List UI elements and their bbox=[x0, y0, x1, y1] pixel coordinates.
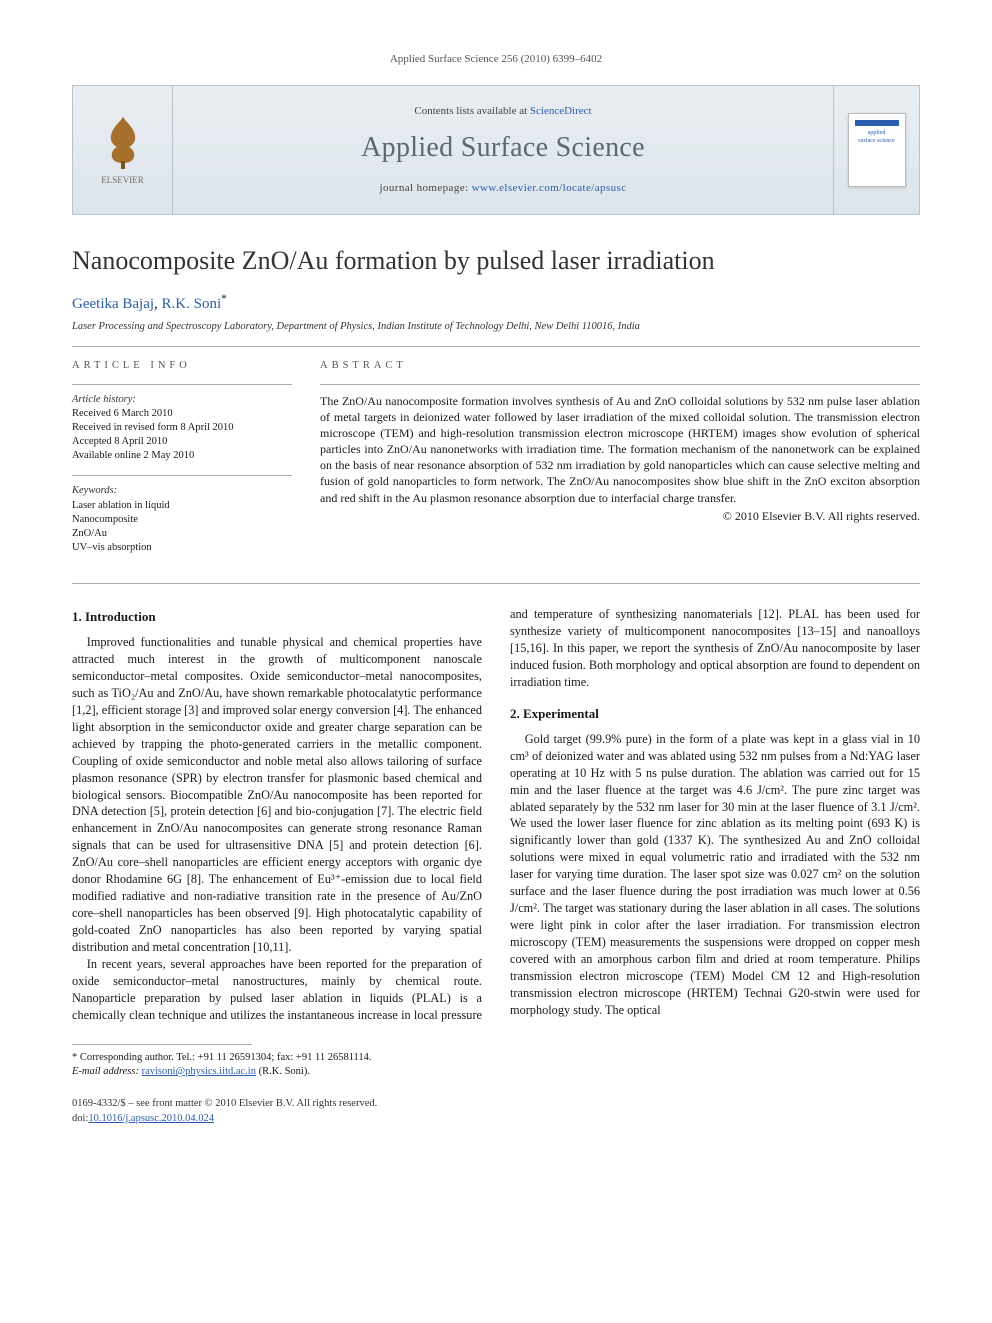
experimental-para-1: Gold target (99.9% pure) in the form of … bbox=[510, 731, 920, 1019]
corresponding-author-note: * Corresponding author. Tel.: +91 11 265… bbox=[72, 1051, 920, 1065]
rule-below-abstract bbox=[72, 583, 920, 584]
masthead-right: applied surface science bbox=[833, 86, 919, 214]
page-footer: 0169-4332/$ – see front matter © 2010 El… bbox=[72, 1097, 920, 1125]
elsevier-tree-icon bbox=[99, 113, 147, 171]
history-received: Received 6 March 2010 bbox=[72, 407, 292, 421]
page-root: Applied Surface Science 256 (2010) 6399–… bbox=[0, 0, 992, 1166]
author-1[interactable]: Geetika Bajaj bbox=[72, 296, 154, 312]
corresponding-email-line: E-mail address: ravisoni@physics.iitd.ac… bbox=[72, 1065, 920, 1079]
running-head: Applied Surface Science 256 (2010) 6399–… bbox=[72, 52, 920, 67]
author-list: Geetika Bajaj, R.K. Soni* bbox=[72, 292, 920, 314]
contents-prefix: Contents lists available at bbox=[414, 105, 529, 117]
doi-line: doi:10.1016/j.apsusc.2010.04.024 bbox=[72, 1112, 377, 1126]
homepage-link[interactable]: www.elsevier.com/locate/apsusc bbox=[472, 182, 627, 194]
journal-title: Applied Surface Science bbox=[361, 129, 645, 167]
keyword: Nanocomposite bbox=[72, 513, 292, 527]
meta-and-abstract: article info Article history: Received 6… bbox=[72, 359, 920, 567]
body-columns: 1. Introduction Improved functionalities… bbox=[72, 606, 920, 1024]
doi-prefix: doi: bbox=[72, 1113, 88, 1124]
publisher-label: ELSEVIER bbox=[101, 174, 144, 186]
contents-line: Contents lists available at ScienceDirec… bbox=[414, 104, 591, 119]
article-info-heading: article info bbox=[72, 359, 292, 373]
abstract-heading: abstract bbox=[320, 359, 920, 373]
info-rule bbox=[72, 384, 292, 385]
email-who: (R.K. Soni). bbox=[259, 1066, 310, 1077]
footnote-rule bbox=[72, 1044, 252, 1045]
corresponding-marker: * bbox=[221, 293, 227, 305]
abstract-body: The ZnO/Au nanocomposite formation invol… bbox=[320, 393, 920, 506]
homepage-line: journal homepage: www.elsevier.com/locat… bbox=[380, 181, 627, 196]
corresponding-email-link[interactable]: ravisoni@physics.iitd.ac.in bbox=[142, 1066, 256, 1077]
keywords-block: Keywords: Laser ablation in liquid Nanoc… bbox=[72, 484, 292, 555]
sciencedirect-link[interactable]: ScienceDirect bbox=[530, 105, 592, 117]
abstract-copyright: © 2010 Elsevier B.V. All rights reserved… bbox=[320, 508, 920, 524]
article-history: Article history: Received 6 March 2010 R… bbox=[72, 393, 292, 464]
keyword: ZnO/Au bbox=[72, 527, 292, 541]
keywords-label: Keywords: bbox=[72, 484, 292, 498]
masthead-center: Contents lists available at ScienceDirec… bbox=[173, 86, 833, 214]
journal-cover-thumb: applied surface science bbox=[848, 113, 906, 187]
author-2[interactable]: R.K. Soni bbox=[162, 296, 222, 312]
email-label: E-mail address: bbox=[72, 1066, 139, 1077]
homepage-prefix: journal homepage: bbox=[380, 182, 472, 194]
keyword: Laser ablation in liquid bbox=[72, 499, 292, 513]
doi-link[interactable]: 10.1016/j.apsusc.2010.04.024 bbox=[88, 1113, 214, 1124]
abstract-rule bbox=[320, 384, 920, 385]
footer-left: 0169-4332/$ – see front matter © 2010 El… bbox=[72, 1097, 377, 1125]
cover-text2: surface science bbox=[858, 138, 894, 144]
article-info-col: article info Article history: Received 6… bbox=[72, 359, 292, 567]
author-sep: , bbox=[154, 296, 162, 312]
publisher-block: ELSEVIER bbox=[73, 86, 173, 214]
history-accepted: Accepted 8 April 2010 bbox=[72, 435, 292, 449]
history-revised: Received in revised form 8 April 2010 bbox=[72, 421, 292, 435]
info-rule-2 bbox=[72, 475, 292, 476]
section-2-heading: 2. Experimental bbox=[510, 705, 920, 723]
keyword: UV–vis absorption bbox=[72, 541, 292, 555]
history-label: Article history: bbox=[72, 393, 292, 407]
cover-text1: applied bbox=[868, 130, 886, 136]
issn-line: 0169-4332/$ – see front matter © 2010 El… bbox=[72, 1097, 377, 1111]
masthead: ELSEVIER Contents lists available at Sci… bbox=[72, 85, 920, 215]
intro-para-1: Improved functionalities and tunable phy… bbox=[72, 634, 482, 956]
section-1-heading: 1. Introduction bbox=[72, 608, 482, 626]
rule-top bbox=[72, 346, 920, 347]
affiliation: Laser Processing and Spectroscopy Labora… bbox=[72, 320, 920, 334]
article-title: Nanocomposite ZnO/Au formation by pulsed… bbox=[72, 243, 920, 278]
abstract-col: abstract The ZnO/Au nanocomposite format… bbox=[320, 359, 920, 567]
history-online: Available online 2 May 2010 bbox=[72, 449, 292, 463]
footnotes: * Corresponding author. Tel.: +91 11 265… bbox=[72, 1051, 920, 1079]
